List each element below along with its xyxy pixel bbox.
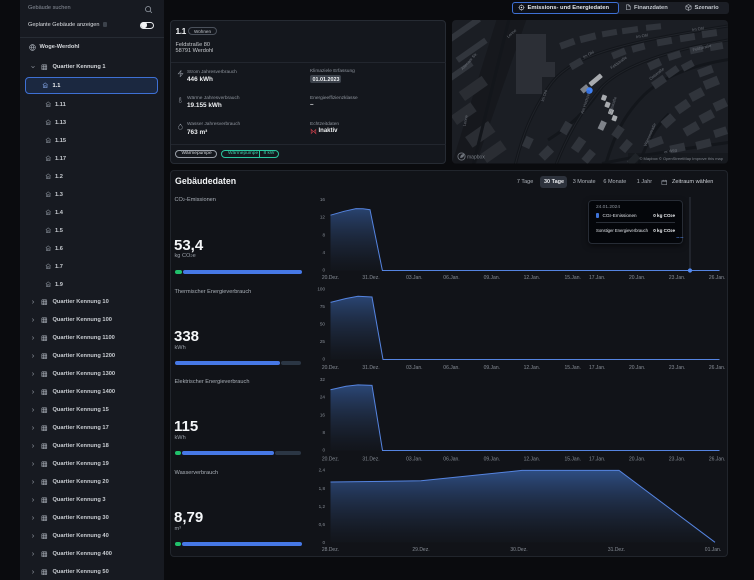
- svg-text:31.Dez.: 31.Dez.: [608, 547, 625, 553]
- svg-text:17.Jan.: 17.Jan.: [589, 275, 605, 281]
- svg-text:16: 16: [320, 412, 326, 417]
- svg-text:23.Jan.: 23.Jan.: [669, 365, 685, 371]
- svg-text:© Mapbox © OpenStreetMap Impro: © Mapbox © OpenStreetMap Improve this ma…: [640, 156, 724, 161]
- svg-text:26.Jan.: 26.Jan.: [709, 275, 725, 281]
- svg-text:0: 0: [322, 447, 325, 452]
- svg-text:Oststraße: Oststraße: [607, 95, 617, 114]
- svg-text:03.Jan.: 03.Jan.: [406, 456, 422, 462]
- svg-text:23.Jan.: 23.Jan.: [669, 275, 685, 281]
- svg-text:Lenne: Lenne: [462, 114, 469, 127]
- svg-text:03.Jan.: 03.Jan.: [406, 365, 422, 371]
- svg-text:4: 4: [322, 250, 325, 255]
- svg-text:12.Jan.: 12.Jan.: [524, 275, 540, 281]
- svg-text:20.Dez.: 20.Dez.: [322, 275, 339, 281]
- svg-text:15.Jan.: 15.Jan.: [564, 456, 580, 462]
- svg-text:Feldstraße: Feldstraße: [692, 43, 713, 53]
- svg-text:1,8: 1,8: [319, 486, 326, 491]
- svg-text:Im Ohl: Im Ohl: [636, 32, 649, 39]
- svg-text:31.Dez.: 31.Dez.: [362, 365, 379, 371]
- svg-text:32: 32: [320, 377, 326, 382]
- svg-text:26.Jan.: 26.Jan.: [709, 456, 725, 462]
- svg-text:03.Jan.: 03.Jan.: [406, 275, 422, 281]
- svg-text:Am Hochzen: Am Hochzen: [579, 91, 591, 114]
- svg-text:06.Jan.: 06.Jan.: [443, 456, 459, 462]
- svg-text:Lenne: Lenne: [506, 27, 518, 39]
- svg-text:20.Dez.: 20.Dez.: [322, 456, 339, 462]
- svg-text:8: 8: [322, 430, 325, 435]
- svg-text:mapbox: mapbox: [467, 155, 485, 161]
- svg-text:06.Jan.: 06.Jan.: [443, 275, 459, 281]
- svg-text:15.Jan.: 15.Jan.: [564, 365, 580, 371]
- svg-text:0: 0: [322, 540, 325, 545]
- svg-text:8: 8: [322, 232, 325, 237]
- svg-text:2,4: 2,4: [319, 468, 326, 473]
- svg-text:24: 24: [320, 395, 326, 400]
- svg-text:09.Jan.: 09.Jan.: [484, 456, 500, 462]
- svg-text:01.Jan.: 01.Jan.: [705, 547, 721, 553]
- svg-text:15.Jan.: 15.Jan.: [564, 275, 580, 281]
- svg-text:20.Jan.: 20.Jan.: [629, 275, 645, 281]
- svg-text:09.Jan.: 09.Jan.: [484, 365, 500, 371]
- svg-text:30.Dez.: 30.Dez.: [510, 547, 527, 553]
- svg-text:0: 0: [322, 356, 325, 361]
- svg-text:26.Jan.: 26.Jan.: [709, 365, 725, 371]
- svg-text:12.Jan.: 12.Jan.: [524, 365, 540, 371]
- svg-text:29.Dez.: 29.Dez.: [412, 547, 429, 553]
- svg-text:100: 100: [317, 287, 325, 292]
- svg-text:Im Ohl: Im Ohl: [692, 25, 704, 32]
- svg-text:25: 25: [320, 339, 326, 344]
- svg-text:0: 0: [322, 268, 325, 273]
- svg-text:12.Jan.: 12.Jan.: [524, 456, 540, 462]
- svg-text:09.Jan.: 09.Jan.: [484, 275, 500, 281]
- svg-text:28.Dez.: 28.Dez.: [322, 547, 339, 553]
- svg-text:31.Dez.: 31.Dez.: [362, 456, 379, 462]
- svg-text:0,6: 0,6: [319, 522, 326, 527]
- svg-text:23.Jan.: 23.Jan.: [669, 456, 685, 462]
- svg-text:Im Ohl: Im Ohl: [540, 89, 549, 102]
- svg-text:50: 50: [320, 322, 326, 327]
- svg-text:20.Jan.: 20.Jan.: [629, 456, 645, 462]
- svg-text:17.Jan.: 17.Jan.: [589, 365, 605, 371]
- svg-text:Im Ohl: Im Ohl: [582, 49, 595, 59]
- svg-text:75: 75: [320, 304, 326, 309]
- svg-text:20.Jan.: 20.Jan.: [629, 365, 645, 371]
- svg-text:er Weg: er Weg: [664, 147, 678, 154]
- svg-text:1,2: 1,2: [319, 504, 326, 509]
- svg-text:06.Jan.: 06.Jan.: [443, 365, 459, 371]
- svg-text:12: 12: [320, 215, 326, 220]
- svg-text:16: 16: [320, 197, 326, 202]
- svg-text:17.Jan.: 17.Jan.: [589, 456, 605, 462]
- svg-text:31.Dez.: 31.Dez.: [362, 275, 379, 281]
- svg-text:20.Dez.: 20.Dez.: [322, 365, 339, 371]
